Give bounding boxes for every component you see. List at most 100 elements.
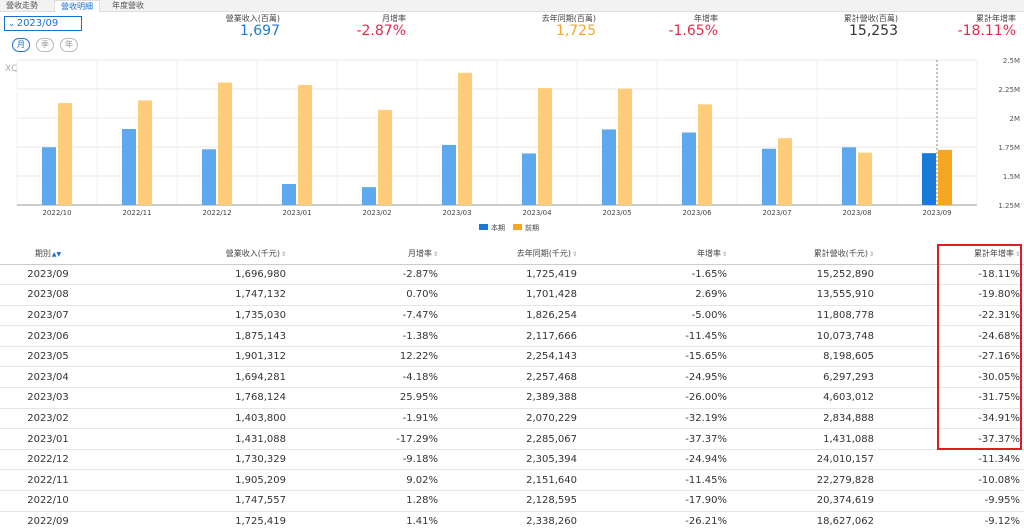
cell-period: 2023/09 — [0, 264, 96, 286]
col-header-cumulative-yoy[interactable]: 累計年增率⇕ — [878, 244, 1024, 265]
bar-current — [362, 187, 376, 205]
legend-swatch — [479, 224, 488, 230]
summary-cumulative-value: 15,253 — [849, 23, 898, 39]
cell-period: 2023/03 — [0, 387, 96, 409]
cell-cumulative: 1,431,088 — [731, 428, 878, 450]
cell-cumulative: 18,627,062 — [731, 511, 878, 529]
bar-previous — [538, 88, 552, 205]
summary-yoy-label: 年增率 — [694, 14, 718, 23]
table-row[interactable]: 2022/11 1,905,209 9.02% 2,151,640 -11.45% 22,… — [0, 469, 1024, 492]
y-tick-label: 1.5M — [1003, 173, 1020, 181]
period-type-year[interactable]: 年 — [60, 38, 78, 52]
cell-yoy: -17.90% — [581, 490, 731, 512]
period-dropdown-value: 2023/09 — [16, 18, 59, 29]
cell-mom: -9.18% — [290, 449, 442, 471]
col-header-period[interactable]: 期別▲▼ — [0, 244, 96, 265]
bar-current — [922, 153, 936, 205]
tab-revenue-detail[interactable]: 營收明細 — [54, 0, 100, 12]
cell-last-year: 1,826,254 — [442, 305, 581, 327]
table-row[interactable]: 2022/10 1,747,557 1.28% 2,128,595 -17.90% 20,… — [0, 490, 1024, 512]
y-tick-label: 2.25M — [998, 86, 1020, 94]
cell-revenue: 1,901,312 — [96, 346, 290, 368]
cell-cumulative: 4,603,012 — [731, 387, 878, 409]
tab-annual-revenue[interactable]: 年度營收 — [112, 1, 144, 10]
cell-revenue: 1,875,143 — [96, 325, 290, 347]
col-header-mom[interactable]: 月增率⇕ — [290, 244, 442, 265]
cell-cumulative-yoy: -11.34% — [878, 449, 1024, 471]
cell-yoy: -37.37% — [581, 428, 731, 450]
cell-period: 2023/02 — [0, 408, 96, 430]
table-row[interactable]: 2023/04 1,694,281 -4.18% 2,257,468 -24.95% 6,… — [0, 366, 1024, 389]
col-header-cumulative[interactable]: 累計營收(千元)⇕ — [731, 244, 878, 265]
col-header-yoy[interactable]: 年增率⇕ — [581, 244, 731, 265]
summary-cumulative-label: 累計營收(百萬) — [843, 14, 898, 23]
bar-current — [522, 153, 536, 205]
table-row[interactable]: 2022/12 1,730,329 -9.18% 2,305,394 -24.94% 24… — [0, 449, 1024, 471]
cell-cumulative-yoy: -34.91% — [878, 408, 1024, 430]
cell-last-year: 2,389,388 — [442, 387, 581, 409]
cell-period: 2023/07 — [0, 305, 96, 327]
table-row[interactable]: 2023/07 1,735,030 -7.47% 1,826,254 -5.00% 11,… — [0, 305, 1024, 327]
cell-last-year: 2,257,468 — [442, 366, 581, 389]
sort-icon: ⇕ — [868, 251, 874, 259]
cell-mom: 1.41% — [290, 511, 442, 529]
bar-current — [842, 147, 856, 205]
cell-cumulative-yoy: -18.11% — [878, 264, 1024, 286]
cell-last-year: 2,128,595 — [442, 490, 581, 512]
period-type-quarter[interactable]: 季 — [36, 38, 54, 52]
col-header-last-year[interactable]: 去年同期(千元)⇕ — [442, 244, 581, 265]
cell-yoy: -24.95% — [581, 366, 731, 389]
cell-last-year: 1,701,428 — [442, 284, 581, 306]
bar-previous — [858, 152, 872, 205]
y-tick-label: 1.25M — [998, 202, 1020, 210]
cell-cumulative-yoy: -22.31% — [878, 305, 1024, 327]
cell-cumulative-yoy: -9.12% — [878, 511, 1024, 529]
sort-icon: ▲▼ — [51, 251, 62, 259]
table-row[interactable]: 2023/01 1,431,088 -17.29% 2,285,067 -37.37% 1… — [0, 428, 1024, 450]
summary-revenue-value: 1,697 — [239, 23, 280, 39]
chart-watermark: XQ — [5, 64, 18, 74]
cell-yoy: 2.69% — [581, 284, 731, 306]
cell-mom: -2.87% — [290, 264, 442, 286]
tab-bar: 營收走勢 營收明細 年度營收 — [0, 0, 1024, 12]
cell-cumulative-yoy: -24.68% — [878, 325, 1024, 347]
sort-icon: ⇕ — [571, 251, 577, 259]
bar-previous — [618, 88, 632, 205]
cell-revenue: 1,905,209 — [96, 469, 290, 492]
y-tick-label: 2.5M — [1003, 57, 1020, 65]
tab-revenue-trend[interactable]: 營收走勢 — [6, 1, 38, 10]
table-row[interactable]: 2023/06 1,875,143 -1.38% 2,117,666 -11.45% 10… — [0, 325, 1024, 347]
cell-mom: -7.47% — [290, 305, 442, 327]
cell-yoy: -15.65% — [581, 346, 731, 368]
period-dropdown[interactable]: ⌄ 2023/09 — [4, 16, 82, 31]
cell-revenue: 1,768,124 — [96, 387, 290, 409]
table-row[interactable]: 2022/09 1,725,419 1.41% 2,338,260 -26.21% 18,… — [0, 511, 1024, 529]
cell-cumulative-yoy: -30.05% — [878, 366, 1024, 389]
cell-revenue: 1,696,980 — [96, 264, 290, 286]
cell-mom: -4.18% — [290, 366, 442, 389]
x-tick-label: 2023/02 — [362, 209, 391, 217]
chevron-down-icon: ⌄ — [8, 19, 15, 28]
table-row[interactable]: 2023/05 1,901,312 12.22% 2,254,143 -15.65% 8,… — [0, 346, 1024, 368]
summary-last-year-value: 1,725 — [555, 23, 596, 39]
bar-previous — [378, 109, 392, 205]
y-tick-label: 1.75M — [998, 144, 1020, 152]
cell-yoy: -24.94% — [581, 449, 731, 471]
col-header-revenue[interactable]: 營業收入(千元)⇕ — [96, 244, 290, 265]
cell-last-year: 2,285,067 — [442, 428, 581, 450]
cell-period: 2022/10 — [0, 490, 96, 512]
table-row[interactable]: 2023/09 1,696,980 -2.87% 1,725,419 -1.65% 15,… — [0, 264, 1024, 286]
cell-last-year: 2,151,640 — [442, 469, 581, 492]
bar-current — [602, 129, 616, 205]
x-tick-label: 2023/09 — [922, 209, 951, 217]
cell-mom: -1.91% — [290, 408, 442, 430]
table-row[interactable]: 2023/03 1,768,124 25.95% 2,389,388 -26.00% 4,… — [0, 387, 1024, 409]
cell-yoy: -11.45% — [581, 325, 731, 347]
table-row[interactable]: 2023/02 1,403,800 -1.91% 2,070,229 -32.19% 2,… — [0, 408, 1024, 430]
table-row[interactable]: 2023/08 1,747,132 0.70% 1,701,428 2.69% 13,55… — [0, 284, 1024, 306]
cell-mom: 9.02% — [290, 469, 442, 492]
period-type-month[interactable]: 月 — [12, 38, 30, 52]
bar-current — [202, 149, 216, 205]
x-tick-label: 2022/10 — [42, 209, 71, 217]
